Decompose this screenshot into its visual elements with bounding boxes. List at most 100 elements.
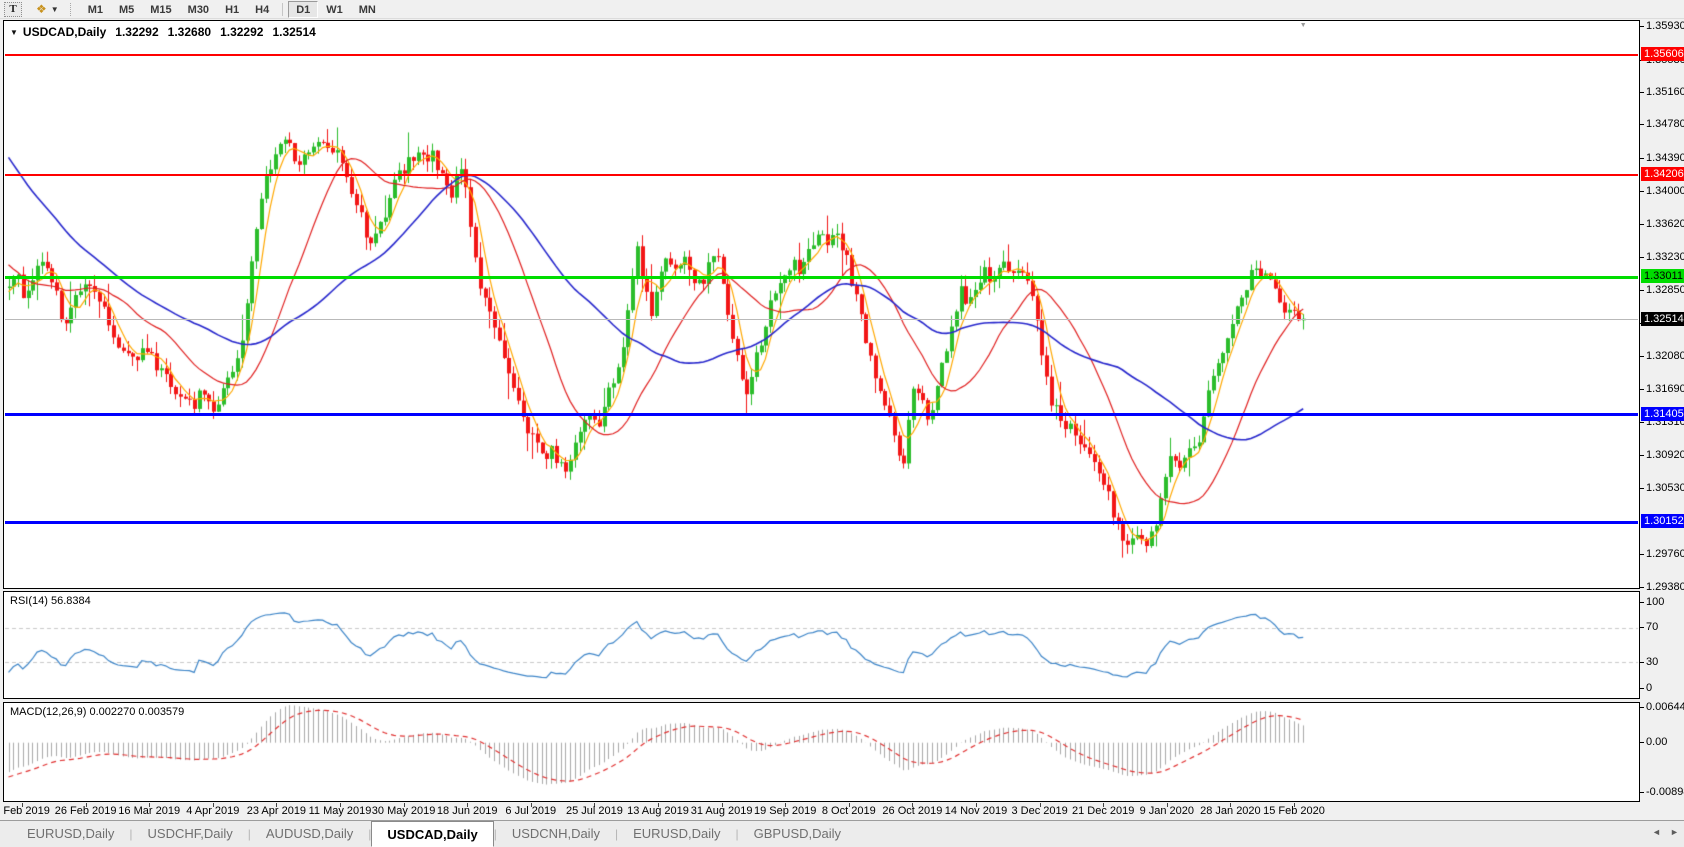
date-tick-mark <box>594 803 596 807</box>
tab-separator: | <box>493 827 497 841</box>
macd-tick-mark <box>1640 791 1644 793</box>
price-tick-label: 1.33620 <box>1640 218 1684 231</box>
date-label: 16 Mar 2019 <box>118 805 181 817</box>
current-price-badge: 1.32514 <box>1641 311 1684 326</box>
price-tick-mark <box>1640 587 1644 589</box>
macd-tick-label: -0.008982 <box>1640 786 1684 799</box>
date-tick-mark <box>658 803 659 807</box>
price-tick-mark <box>1640 388 1644 390</box>
timeframe-button-h1[interactable]: H1 <box>225 3 240 16</box>
rsi-tick-mark <box>1640 661 1644 663</box>
timeframe-button-w1[interactable]: W1 <box>326 3 343 16</box>
text-tool-button[interactable]: T <box>4 1 22 17</box>
price-tick-label: 1.35160 <box>1640 86 1684 99</box>
chart-symbol: USDCAD,Daily <box>22 25 107 39</box>
date-tick-mark <box>22 803 23 807</box>
support-price-badge: 1.30152 <box>1641 514 1684 529</box>
main-chart-panel: ▼ USDCAD,Daily 1.32292 1.32680 1.32292 1.3251… <box>3 20 1640 589</box>
date-label: 28 Jan 2020 <box>1200 805 1261 817</box>
price-tick-mark <box>1640 124 1644 126</box>
tab-separator: | <box>368 827 372 841</box>
date-tick-mark <box>848 803 850 807</box>
timeframe-button-m5[interactable]: M5 <box>118 3 135 16</box>
tab-separator: | <box>129 827 133 841</box>
timeframe-button-m15[interactable]: M15 <box>150 3 172 16</box>
date-tick-mark <box>1294 803 1295 807</box>
price-tick-label: 1.34780 <box>1640 118 1684 131</box>
chart-tab-audusd-2[interactable]: AUDUSD,Daily <box>265 826 354 841</box>
timeframe-button-mn[interactable]: MN <box>358 3 376 16</box>
resistance-line[interactable] <box>5 276 1638 279</box>
tab-scroll-right-icon[interactable]: ► <box>1670 827 1679 837</box>
candlestick-chart-canvas[interactable] <box>4 21 1639 588</box>
date-label: 23 Apr 2019 <box>246 805 307 817</box>
macd-chart-canvas[interactable] <box>4 703 1639 801</box>
timeframe-button-m1[interactable]: M1 <box>87 3 103 16</box>
price-tick-label: 1.29760 <box>1640 548 1684 561</box>
price-tick-label: 1.34390 <box>1640 152 1684 165</box>
date-label: 31 Aug 2019 <box>690 805 753 817</box>
tab-separator: | <box>735 827 739 841</box>
price-tick-mark <box>1640 256 1644 258</box>
chart-shift-marker[interactable]: ▼ <box>1299 22 1307 29</box>
timeframe-button-h4[interactable]: H4 <box>255 3 270 16</box>
date-label: 18 Jun 2019 <box>436 805 498 817</box>
date-label: 6 Jul 2019 <box>505 805 557 817</box>
tab-scroll-left-icon[interactable]: ◄ <box>1652 827 1661 837</box>
rsi-tick-label: 70 <box>1640 621 1684 634</box>
date-tick-mark <box>1230 803 1232 807</box>
price-tick-mark <box>1640 455 1644 456</box>
chart-tab-eurusd-5[interactable]: EURUSD,Daily <box>633 826 721 841</box>
rsi-tick-label: 100 <box>1640 596 1684 609</box>
chart-title: ▼ USDCAD,Daily 1.32292 1.32680 1.32292 1.3251… <box>10 25 316 39</box>
macd-indicator-panel: MACD(12,26,9) 0.002270 0.003579 <box>3 702 1640 802</box>
chevron-down-icon[interactable]: ▼ <box>50 4 59 14</box>
date-label: 15 Feb 2020 <box>1263 805 1325 817</box>
price-tick-label: 1.31690 <box>1640 383 1684 396</box>
date-label: 4 Apr 2019 <box>186 805 240 817</box>
tab-separator: | <box>247 827 251 841</box>
support-line[interactable] <box>5 521 1638 524</box>
date-label: 7 Feb 2019 <box>0 805 50 817</box>
chart-styles-icon[interactable]: ❖ <box>36 1 47 16</box>
rsi-chart-canvas[interactable] <box>4 592 1639 698</box>
price-tick-label: 1.29380 <box>1640 581 1684 594</box>
date-tick-mark <box>976 803 977 807</box>
rsi-tick-mark <box>1640 687 1644 689</box>
price-tick-mark <box>1640 421 1644 423</box>
resistance-line[interactable] <box>5 174 1638 176</box>
resistance-price-badge: 1.34206 <box>1641 166 1684 181</box>
rsi-tick-mark <box>1640 627 1644 629</box>
macd-tick-mark <box>1640 706 1644 708</box>
macd-tick-label: 0.006448 <box>1640 701 1684 714</box>
timeframe-button-d1[interactable]: D1 <box>288 0 319 18</box>
macd-tick-mark <box>1640 742 1644 744</box>
support-line[interactable] <box>5 413 1638 416</box>
chart-tab-usdcad-3[interactable]: USDCAD,Daily <box>371 820 494 847</box>
timeframe-button-m30[interactable]: M30 <box>187 3 210 16</box>
quote-close: 1.32514 <box>272 25 316 39</box>
quote-high: 1.32680 <box>167 25 212 39</box>
toolbar-separator <box>282 2 284 16</box>
price-tick-mark <box>1640 25 1644 27</box>
rsi-tick-label: 0 <box>1640 682 1684 695</box>
chart-tab-usdcnh-4[interactable]: USDCNH,Daily <box>511 826 600 841</box>
chart-tab-eurusd-0[interactable]: EURUSD,Daily <box>27 826 115 841</box>
chart-tab-usdchf-1[interactable]: USDCHF,Daily <box>147 826 233 841</box>
date-label: 3 Dec 2019 <box>1011 805 1068 817</box>
symbol-dropdown-icon[interactable]: ▼ <box>10 28 18 37</box>
price-tick-mark <box>1640 157 1644 159</box>
price-tick-mark <box>1640 91 1644 93</box>
price-tick-mark <box>1640 554 1644 556</box>
date-tick-mark <box>276 803 278 807</box>
macd-label: MACD(12,26,9) 0.002270 0.003579 <box>10 706 185 718</box>
date-tick-mark <box>212 803 214 807</box>
chart-tab-gbpusd-6[interactable]: GBPUSD,Daily <box>753 826 842 841</box>
price-tick-mark <box>1640 355 1644 357</box>
resistance-line[interactable] <box>5 54 1638 56</box>
date-label: 30 May 2019 <box>371 805 436 817</box>
chart-tab-bar: EURUSD,Daily | USDCHF,Daily | AUDUSD,Daily | U… <box>0 820 1684 847</box>
resistance-price-badge: 1.35606 <box>1641 46 1684 61</box>
price-tick-mark <box>1640 190 1644 192</box>
